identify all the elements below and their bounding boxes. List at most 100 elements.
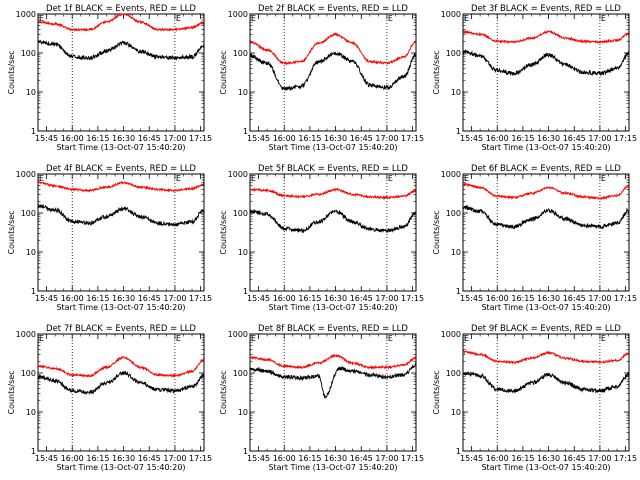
plot-frame [462, 13, 630, 132]
x-tick-label: 16:45 [138, 134, 161, 143]
x-tick-label: 17:15 [189, 454, 212, 463]
e-marker: E [464, 174, 469, 183]
e-marker: E [251, 14, 256, 23]
x-tick-label: 17:15 [189, 134, 212, 143]
y-tick-label: 1000 [228, 330, 248, 339]
panel-title: Det 4f BLACK = Events, RED = LLD [46, 164, 196, 174]
y-tick-label: 1000 [228, 10, 248, 19]
y-tick-label: 1000 [441, 10, 461, 19]
y-tick-label: 1 [456, 127, 461, 136]
lld-series-line [37, 12, 205, 32]
e-marker: E [251, 334, 256, 343]
x-tick-label: 16:00 [273, 294, 296, 303]
y-tick-label: 10 [451, 88, 461, 97]
chart-panel-1: Det 1f BLACK = Events, RED = LLD 1 10 100 10… [7, 4, 212, 152]
x-tick-label: 16:00 [61, 454, 84, 463]
y-tick-label: 1 [31, 287, 36, 296]
x-tick-label: 16:45 [563, 454, 586, 463]
x-tick-label: 16:45 [563, 294, 586, 303]
lld-series-line [249, 353, 417, 370]
panel-title: Det 2f BLACK = Events, RED = LLD [258, 4, 408, 14]
plot-frame [37, 173, 205, 292]
x-tick-label: 16:00 [61, 134, 84, 143]
y-tick-label: 100 [233, 369, 248, 378]
events-series-line [462, 204, 630, 230]
lld-series-line [462, 29, 629, 45]
e-marker: E [176, 14, 181, 23]
x-tick-label: 16:45 [350, 134, 373, 143]
x-axis-label: Start Time (13-Oct-07 15:40:20) [481, 143, 610, 152]
e-marker: E [601, 174, 606, 183]
plot-frame [37, 13, 205, 132]
x-tick-label: 17:00 [588, 294, 611, 303]
y-tick-label: 10 [238, 248, 248, 257]
e-marker: E [176, 334, 181, 343]
plot-frame [462, 333, 630, 452]
y-tick-label: 1 [31, 127, 36, 136]
y-tick-label: 1 [31, 447, 36, 456]
y-tick-label: 100 [446, 209, 461, 218]
plot-frame [249, 13, 417, 132]
e-marker: E [601, 14, 606, 23]
y-tick-label: 10 [26, 408, 36, 417]
x-tick-label: 17:15 [401, 134, 424, 143]
chart-panel-2: Det 2f BLACK = Events, RED = LLD 1 10 100 10… [219, 4, 424, 152]
chart-panel-8: Det 8f BLACK = Events, RED = LLD 1 10 100 10… [219, 324, 424, 472]
x-tick-label: 16:45 [350, 294, 373, 303]
x-tick-label: 17:00 [588, 454, 611, 463]
e-marker: E [39, 174, 44, 183]
events-series-line [462, 48, 630, 77]
x-tick-label: 17:15 [614, 454, 637, 463]
panel-title: Det 5f BLACK = Events, RED = LLD [258, 164, 408, 174]
y-tick-label: 1000 [16, 330, 36, 339]
panel-title: Det 3f BLACK = Events, RED = LLD [471, 4, 621, 14]
y-tick-label: 1000 [16, 170, 36, 179]
x-tick-label: 17:00 [375, 454, 398, 463]
plot-frame [37, 333, 205, 452]
x-tick-label: 16:00 [273, 454, 296, 463]
y-axis-label: Counts/sec [432, 50, 441, 94]
x-tick-label: 17:15 [189, 294, 212, 303]
events-series-line [249, 362, 417, 400]
x-tick-label: 16:30 [324, 294, 347, 303]
x-tick-label: 17:15 [401, 294, 424, 303]
chart-panel-5: Det 5f BLACK = Events, RED = LLD 1 10 100 10… [219, 164, 424, 312]
x-tick-label: 15:45 [460, 134, 483, 143]
x-tick-label: 15:45 [460, 294, 483, 303]
x-tick-label: 17:15 [614, 294, 637, 303]
x-tick-label: 15:45 [247, 454, 270, 463]
x-tick-label: 16:30 [324, 134, 347, 143]
events-series-line [249, 208, 416, 234]
e-marker: E [464, 14, 469, 23]
x-tick-label: 16:15 [511, 134, 534, 143]
y-tick-label: 1000 [228, 170, 248, 179]
x-tick-label: 17:00 [163, 134, 186, 143]
y-tick-label: 10 [238, 408, 248, 417]
y-tick-label: 1 [456, 447, 461, 456]
y-tick-label: 100 [233, 209, 248, 218]
y-tick-label: 100 [21, 369, 36, 378]
chart-panel-3: Det 3f BLACK = Events, RED = LLD 1 10 100 10… [432, 4, 637, 152]
e-marker: E [39, 334, 44, 343]
panel-title: Det 9f BLACK = Events, RED = LLD [471, 324, 621, 334]
plot-frame [462, 173, 630, 292]
y-tick-label: 100 [233, 49, 248, 58]
y-axis-label: Counts/sec [7, 210, 16, 254]
e-marker: E [388, 14, 393, 23]
x-tick-label: 16:30 [537, 294, 560, 303]
x-tick-label: 16:00 [273, 134, 296, 143]
lld-series-line [462, 349, 629, 365]
e-marker: E [388, 334, 393, 343]
x-axis-label: Start Time (13-Oct-07 15:40:20) [56, 143, 185, 152]
y-tick-label: 1 [456, 287, 461, 296]
chart-panel-9: Det 9f BLACK = Events, RED = LLD 1 10 100 10… [432, 324, 637, 472]
x-tick-label: 16:30 [324, 454, 347, 463]
panel-title: Det 6f BLACK = Events, RED = LLD [471, 164, 621, 174]
lld-series-line [249, 31, 417, 66]
e-marker: E [601, 334, 606, 343]
e-marker: E [388, 174, 393, 183]
x-tick-label: 15:45 [460, 454, 483, 463]
y-axis-label: Counts/sec [432, 370, 441, 414]
panel-title: Det 8f BLACK = Events, RED = LLD [258, 324, 408, 334]
events-series-line [462, 370, 630, 395]
